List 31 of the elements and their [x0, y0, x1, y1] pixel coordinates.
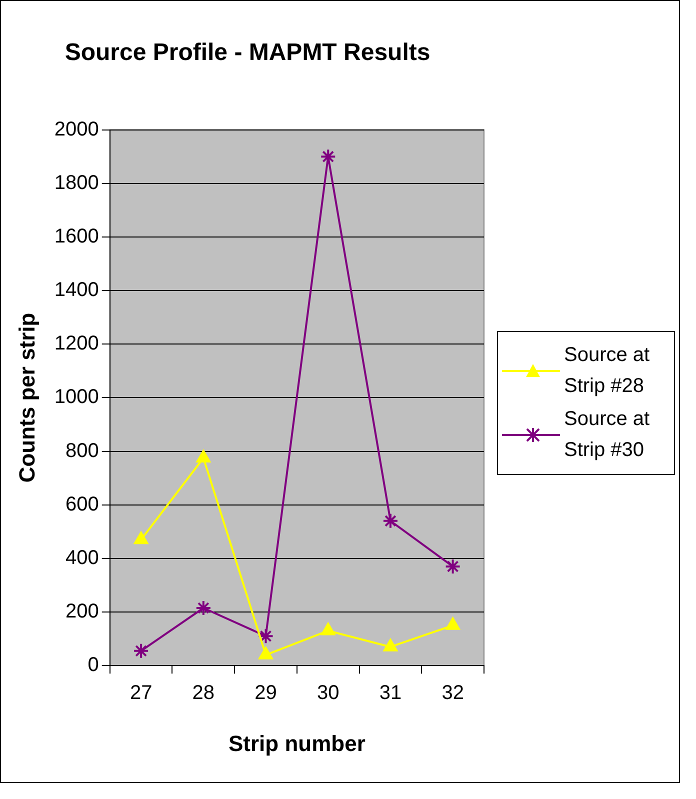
x-tick-label: 30 [316, 682, 340, 704]
legend-label: Source at Strip #30 [564, 407, 651, 463]
point [383, 638, 398, 652]
x-axis-title: Strip number [228, 730, 366, 756]
x-tick-label: 28 [192, 682, 215, 704]
legend-label: Source at Strip #28 [564, 343, 651, 399]
y-tick-label: 1000 [54, 386, 99, 408]
y-tick-label: 400 [66, 546, 99, 569]
y-tick-label: 1400 [54, 279, 99, 302]
point [258, 646, 273, 660]
point [321, 622, 336, 636]
x-tick-label: 29 [254, 682, 277, 704]
x-tick-label: 27 [130, 682, 152, 704]
y-tick-label: 2000 [54, 118, 99, 140]
point [444, 558, 461, 574]
y-axis-title: Counts per strip [14, 312, 40, 483]
point [446, 617, 460, 630]
x-tick-label: 32 [442, 682, 464, 704]
y-tick-label: 200 [66, 600, 99, 623]
y-tick-label: 1600 [54, 225, 99, 248]
point [134, 532, 148, 544]
y-tick-label: 600 [66, 493, 99, 516]
y-tick-label: 800 [66, 440, 99, 462]
chart-title: Source Profile - MAPMT Results [64, 39, 430, 66]
y-tick-label: 1200 [54, 332, 99, 355]
y-tick-label: 1800 [54, 172, 99, 194]
point [382, 512, 398, 529]
point [196, 450, 210, 462]
x-tick-label: 31 [379, 682, 402, 704]
y-tick-label: 0 [88, 654, 99, 676]
point [320, 148, 336, 165]
